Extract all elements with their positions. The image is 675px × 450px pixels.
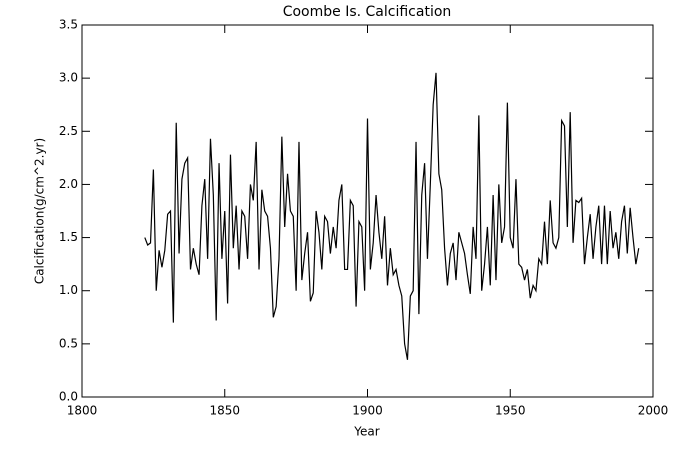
x-axis-label: Year (353, 425, 379, 439)
x-tick-label: 2000 (638, 404, 669, 418)
chart-title: Coombe Is. Calcification (283, 4, 452, 20)
y-tick-label: 1.5 (59, 230, 78, 244)
x-tick-label: 1900 (352, 404, 383, 418)
y-tick-label: 3.0 (59, 71, 78, 85)
x-tick-label: 1950 (495, 404, 526, 418)
y-tick-label: 0.5 (59, 336, 78, 350)
y-tick-label: 1.0 (59, 283, 78, 297)
x-tick-label: 1850 (209, 404, 240, 418)
x-tick-label: 1800 (67, 404, 98, 418)
data-line (144, 72, 640, 360)
y-tick-label: 0.0 (59, 390, 78, 404)
y-tick-label: 3.5 (59, 18, 78, 32)
y-tick-label: 2.0 (59, 177, 78, 191)
y-tick-label: 2.5 (59, 124, 78, 138)
y-axis-label: Calcification(g/cm^2.yr) (33, 138, 47, 284)
